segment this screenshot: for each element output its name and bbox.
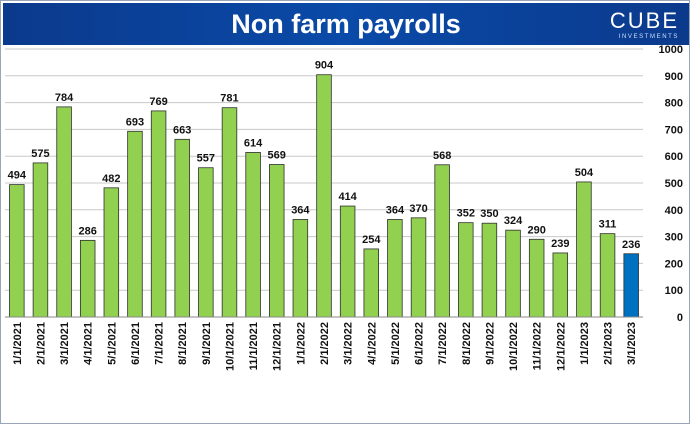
data-label: 663	[173, 124, 191, 136]
x-tick-label: 12/1/2021	[272, 322, 284, 371]
data-label: 494	[8, 170, 27, 182]
x-tick-label: 6/1/2021	[130, 322, 142, 365]
data-label: 781	[220, 93, 238, 105]
x-tick-label: 10/1/2022	[508, 322, 520, 371]
y-tick-label: 400	[665, 205, 683, 217]
data-label: 904	[315, 60, 334, 72]
data-label: 557	[197, 153, 215, 165]
y-tick-label: 300	[665, 232, 683, 244]
x-tick-label: 2/1/2023	[603, 322, 615, 365]
data-label: 350	[480, 208, 498, 220]
data-label: 614	[244, 137, 263, 149]
data-label: 236	[622, 239, 640, 251]
bar	[339, 205, 356, 318]
data-label: 364	[386, 204, 405, 216]
x-tick-label: 2/1/2021	[35, 322, 47, 365]
bar	[32, 162, 49, 318]
bar	[79, 239, 96, 318]
data-label: 324	[504, 215, 523, 227]
data-label: 769	[149, 96, 167, 108]
x-tick-label: 7/1/2021	[154, 322, 166, 365]
x-tick-label: 6/1/2022	[414, 322, 426, 365]
bar	[150, 110, 167, 318]
data-label: 482	[102, 173, 120, 185]
y-tick-label: 1000	[659, 44, 683, 56]
data-label: 414	[338, 191, 357, 203]
chart-title: Non farm payrolls	[231, 9, 461, 39]
x-tick-label: 7/1/2022	[437, 322, 449, 365]
cube-logo: CUBE INVESTMENTS	[599, 9, 679, 41]
bar	[410, 217, 427, 318]
bar	[174, 138, 190, 318]
y-tick-label: 100	[665, 285, 683, 297]
title-banner: Non farm payrolls CUBE INVESTMENTS	[3, 3, 689, 45]
data-label: 568	[433, 150, 451, 162]
data-label: 575	[31, 148, 49, 160]
bar	[387, 219, 403, 318]
x-tick-label: 10/1/2021	[224, 322, 236, 371]
bar	[9, 184, 25, 318]
x-tick-label: 3/1/2022	[343, 322, 355, 365]
x-tick-label: 9/1/2021	[201, 322, 213, 365]
x-tick-label: 9/1/2022	[484, 322, 496, 365]
x-tick-label: 5/1/2022	[390, 322, 402, 365]
bar	[599, 233, 616, 318]
bar	[458, 222, 474, 318]
bar	[576, 181, 592, 318]
bar	[198, 167, 214, 318]
bar	[127, 130, 143, 318]
data-label: 254	[362, 234, 381, 246]
data-label: 504	[575, 167, 594, 179]
data-label: 286	[79, 225, 97, 237]
x-tick-label: 12/1/2022	[555, 322, 567, 371]
bar	[481, 222, 498, 318]
data-label: 569	[268, 150, 286, 162]
x-tick-label: 3/1/2023	[626, 322, 638, 365]
bar	[221, 107, 238, 318]
y-tick-label: 900	[665, 71, 683, 83]
y-tick-label: 0	[677, 312, 683, 324]
x-tick-label: 3/1/2021	[59, 322, 71, 365]
x-tick-label: 11/1/2021	[248, 322, 260, 370]
x-tick-label: 1/1/2022	[295, 322, 307, 365]
data-label: 784	[55, 92, 74, 104]
x-tick-label: 4/1/2021	[83, 322, 95, 365]
bar	[505, 229, 521, 318]
bar	[292, 219, 309, 318]
x-tick-label: 2/1/2022	[319, 322, 331, 365]
bar	[269, 164, 285, 318]
data-label: 370	[409, 203, 427, 215]
data-label: 239	[551, 238, 569, 250]
y-tick-label: 200	[665, 258, 683, 270]
bar	[56, 106, 72, 318]
data-label: 290	[527, 224, 545, 236]
bar	[245, 152, 261, 318]
x-tick-label: 11/1/2022	[532, 322, 544, 370]
data-label: 311	[599, 219, 617, 231]
x-tick-label: 8/1/2021	[177, 322, 189, 365]
x-tick-label: 8/1/2022	[461, 322, 473, 365]
bar	[434, 164, 450, 318]
data-label: 364	[291, 204, 310, 216]
logo-name: CUBE	[609, 8, 679, 33]
x-tick-label: 1/1/2021	[12, 322, 24, 365]
x-tick-label: 5/1/2021	[106, 322, 118, 365]
bar	[316, 74, 332, 318]
bar	[623, 253, 639, 318]
y-tick-label: 700	[665, 124, 683, 136]
bar	[363, 248, 379, 318]
bar	[103, 187, 120, 318]
data-label: 693	[126, 116, 144, 128]
data-label: 352	[457, 208, 475, 220]
logo-subtitle: INVESTMENTS	[618, 34, 679, 40]
bar	[552, 252, 569, 318]
x-tick-label: 1/1/2023	[579, 322, 591, 365]
y-tick-label: 500	[665, 178, 683, 190]
x-tick-label: 4/1/2022	[366, 322, 378, 365]
bar	[528, 238, 545, 318]
y-tick-label: 800	[665, 98, 683, 110]
y-tick-label: 600	[665, 151, 683, 163]
